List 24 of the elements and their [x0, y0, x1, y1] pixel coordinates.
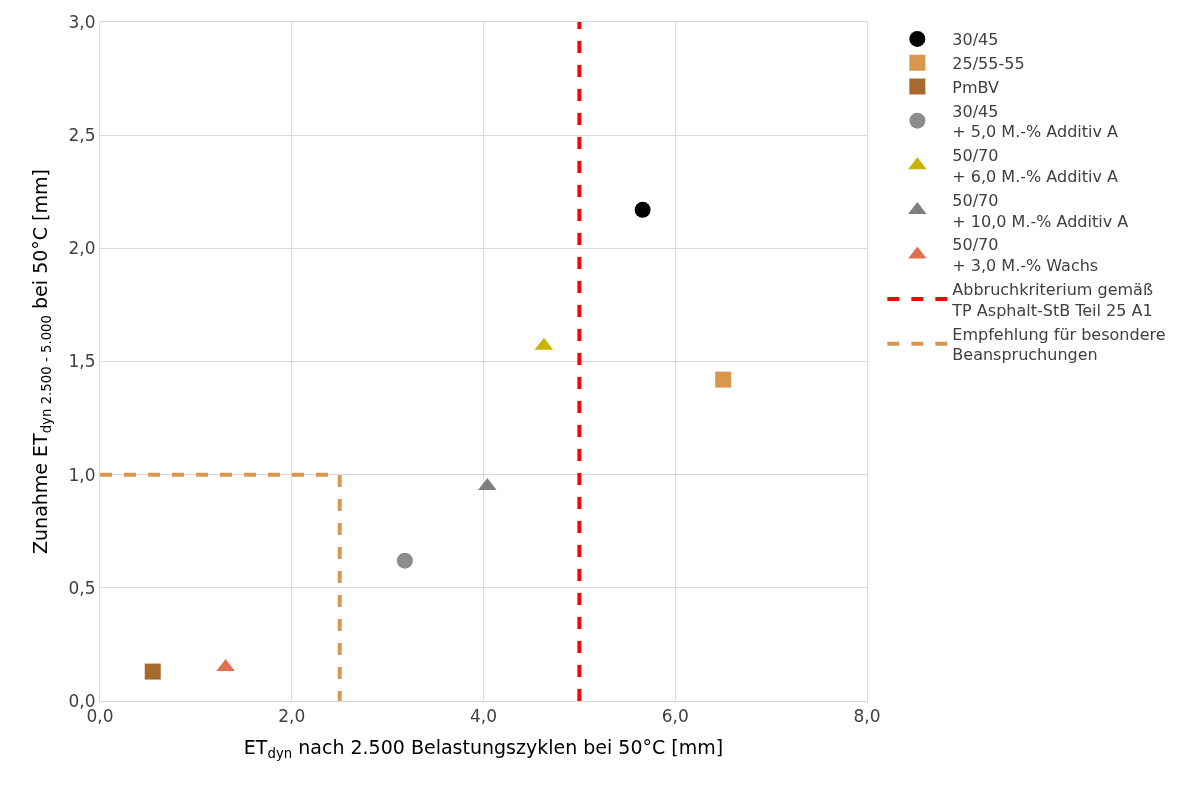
- point: [144, 663, 161, 680]
- y-tick-label: 1,0: [68, 464, 96, 485]
- legend-label: PmBV: [952, 77, 1000, 97]
- x-tick-label: 8,0: [853, 706, 881, 727]
- legend-label: Empfehlung für besondere Beanspruchungen: [952, 324, 1166, 365]
- y-tick-label: 1,5: [68, 351, 96, 372]
- x-tick-label: 4,0: [469, 706, 498, 727]
- y-tick-label: 2,0: [68, 238, 96, 259]
- legend-label: 25/55-55: [952, 53, 1025, 73]
- point: [634, 201, 651, 218]
- legend-label: Abbruchkriterium gemäß TP Asphalt-StB Teil 25 A1: [951, 279, 1153, 320]
- x-axis-title: ET$_{dyn}$ nach 2.500 Belastungszyklen bei 50°C [mm]: [243, 736, 724, 762]
- y-tick-label: 3,0: [68, 11, 96, 32]
- legend-label: 50/70 + 10,0 M.-% Additiv A: [952, 190, 1129, 231]
- legend-label: 50/70 + 6,0 M.-% Additiv A: [952, 146, 1119, 186]
- point: [715, 371, 732, 388]
- x-tick-label: 2,0: [278, 706, 306, 727]
- legend-label: 50/70 + 3,0 M.-% Wachs: [952, 235, 1099, 276]
- y-tick-label: 2,5: [68, 125, 96, 146]
- legend-label: 30/45 + 5,0 M.-% Additiv A: [952, 101, 1119, 142]
- y-tick-label: 0,5: [68, 577, 96, 598]
- point: [396, 552, 413, 569]
- x-tick-label: 6,0: [661, 706, 689, 727]
- legend-label: 30/45: [952, 30, 999, 50]
